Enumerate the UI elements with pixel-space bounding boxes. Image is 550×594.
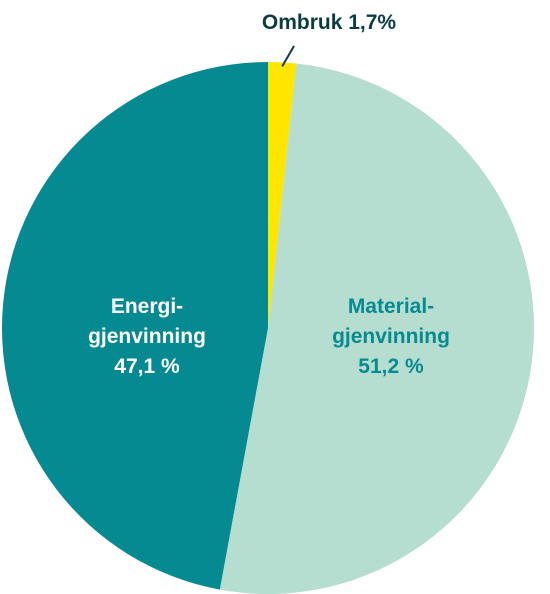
pie-slice-energigjenvinning: [1, 61, 268, 590]
pie-slices: [1, 61, 534, 594]
pie-slice-ombruk: [268, 62, 297, 328]
slice-label-materialgjenvinning: Material-gjenvinning 51,2 %: [332, 295, 450, 378]
slice-label-line: Energi-: [111, 295, 183, 318]
slice-label-ombruk: Ombruk 1,7%: [262, 11, 397, 34]
slice-label-line: 47,1 %: [114, 355, 180, 378]
slice-label-line: gjenvinning: [332, 325, 450, 348]
pie-slice-materialgjenvinning: [219, 63, 534, 594]
slice-label-line: Ombruk 1,7%: [262, 11, 397, 34]
slice-label-line: gjenvinning: [88, 325, 206, 348]
slice-labels: Ombruk 1,7% Material-gjenvinning 51,2 % Ene…: [88, 11, 450, 378]
ombruk-leader-line: [281, 45, 295, 67]
slice-label-line: 51,2 %: [358, 355, 424, 378]
slice-label-energigjenvinning: Energi-gjenvinning 47,1 %: [88, 295, 206, 378]
slice-label-line: Material-: [348, 295, 434, 318]
